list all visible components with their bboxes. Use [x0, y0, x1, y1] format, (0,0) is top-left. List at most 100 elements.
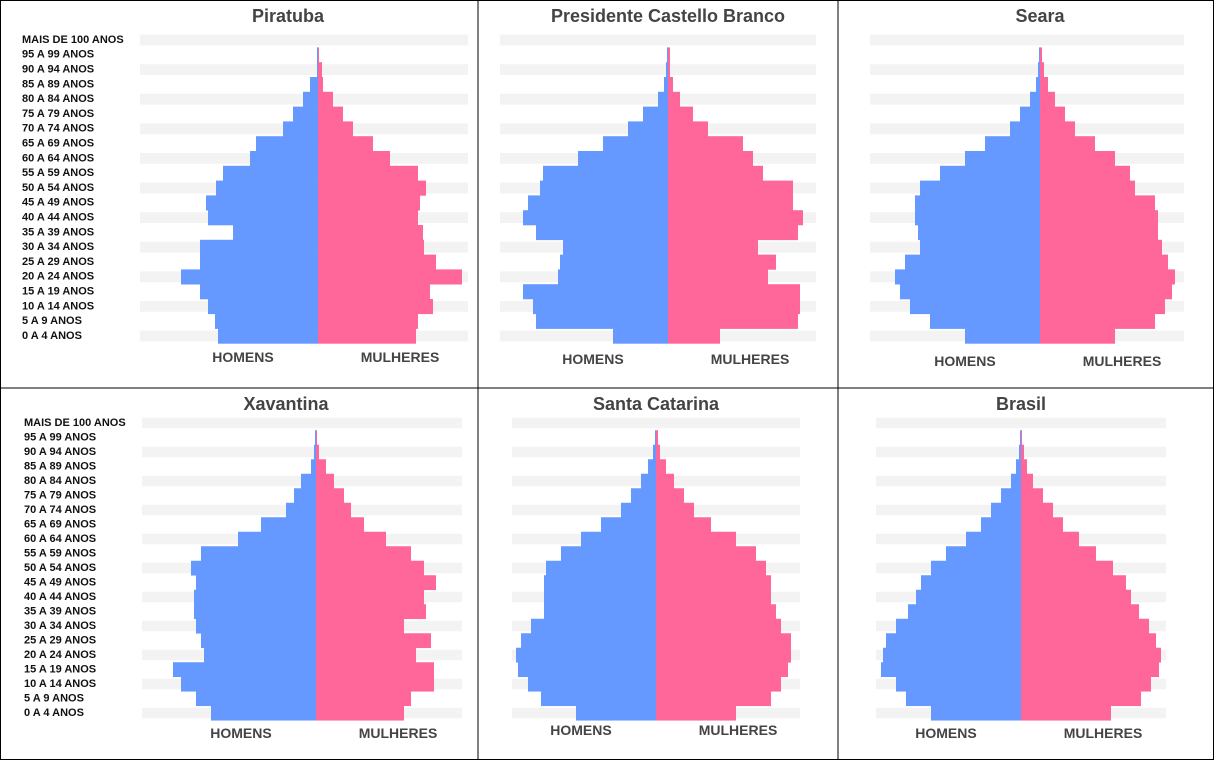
- legend-label: MULHERES: [1083, 353, 1162, 369]
- female-bar: [668, 91, 680, 107]
- male-bar: [543, 165, 668, 181]
- male-bar: [648, 459, 656, 475]
- female-bar: [668, 284, 800, 300]
- female-bar: [318, 62, 322, 78]
- male-bar: [294, 488, 316, 504]
- male-bar: [317, 47, 318, 63]
- female-bar: [668, 225, 798, 241]
- male-bar: [896, 618, 1021, 634]
- female-bar: [668, 269, 768, 285]
- male-bar: [653, 444, 656, 460]
- male-bar: [560, 254, 668, 270]
- male-bar: [1036, 77, 1040, 93]
- age-label: 30 A 34 ANOS: [22, 241, 94, 253]
- female-bar: [318, 151, 390, 167]
- female-bar: [318, 121, 353, 137]
- male-bar: [233, 225, 318, 241]
- male-bar: [218, 328, 318, 344]
- female-bar: [1040, 299, 1165, 315]
- male-bar: [931, 705, 1021, 721]
- male-bar: [966, 531, 1021, 547]
- age-label: 70 A 74 ANOS: [24, 504, 96, 516]
- male-bar: [208, 299, 318, 315]
- age-label: 75 A 79 ANOS: [24, 489, 96, 501]
- male-bar: [194, 589, 316, 605]
- female-bar: [316, 662, 434, 678]
- female-bar: [656, 473, 674, 489]
- male-bar: [908, 604, 1021, 620]
- age-label: 5 A 9 ANOS: [24, 692, 84, 704]
- male-bar: [201, 546, 316, 562]
- female-bar: [1021, 604, 1139, 620]
- male-bar: [200, 284, 318, 300]
- age-label: 55 A 59 ANOS: [22, 167, 94, 179]
- age-label: 90 A 94 ANOS: [24, 446, 96, 458]
- female-bar: [1040, 195, 1155, 211]
- male-bar: [896, 676, 1021, 692]
- male-bar: [881, 662, 1021, 678]
- female-bar: [318, 225, 423, 241]
- male-bar: [317, 62, 318, 78]
- female-bar: [318, 195, 420, 211]
- female-bar: [668, 136, 743, 152]
- female-bar: [668, 328, 720, 344]
- male-bar: [1001, 488, 1021, 504]
- age-label: 65 A 69 ANOS: [22, 138, 94, 150]
- age-label: 25 A 29 ANOS: [22, 256, 94, 268]
- male-bar: [1010, 121, 1040, 137]
- female-bar: [1040, 121, 1075, 137]
- female-bar: [668, 47, 670, 63]
- male-bar: [667, 47, 668, 63]
- male-bar: [918, 225, 1040, 241]
- male-bar: [906, 691, 1021, 707]
- male-bar: [223, 165, 318, 181]
- male-bar: [563, 239, 668, 255]
- age-label: 45 A 49 ANOS: [22, 197, 94, 209]
- age-label: MAIS DE 100 ANOS: [24, 417, 126, 429]
- male-bar: [301, 473, 316, 489]
- row-stripe: [870, 34, 1184, 46]
- male-bar: [628, 121, 668, 137]
- age-label: 10 A 14 ANOS: [22, 300, 94, 312]
- male-bar: [521, 633, 656, 649]
- male-bar: [900, 284, 1040, 300]
- female-bar: [318, 269, 462, 285]
- male-bar: [541, 691, 656, 707]
- male-bar: [528, 676, 656, 692]
- male-bar: [930, 313, 1040, 329]
- age-label: 0 A 4 ANOS: [24, 707, 84, 719]
- male-bar: [895, 269, 1040, 285]
- male-bar: [533, 299, 668, 315]
- female-bar: [668, 151, 753, 167]
- male-bar: [981, 517, 1021, 533]
- female-bar: [1040, 328, 1115, 344]
- female-bar: [318, 328, 416, 344]
- female-bar: [316, 531, 386, 547]
- age-label: 70 A 74 ANOS: [22, 123, 94, 135]
- female-bar: [1021, 662, 1159, 678]
- age-label: 80 A 84 ANOS: [24, 475, 96, 487]
- male-bar: [201, 633, 316, 649]
- age-label: 20 A 24 ANOS: [22, 271, 94, 283]
- female-bar: [1040, 47, 1042, 63]
- female-bar: [316, 517, 364, 533]
- age-label: 40 A 44 ANOS: [24, 591, 96, 603]
- female-bar: [1021, 575, 1126, 591]
- male-bar: [965, 151, 1040, 167]
- age-label: 50 A 54 ANOS: [24, 562, 96, 574]
- male-bar: [621, 502, 656, 518]
- female-bar: [1021, 705, 1111, 721]
- male-bar: [544, 604, 656, 620]
- male-bar: [931, 560, 1021, 576]
- female-bar: [668, 77, 673, 93]
- female-bar: [1021, 691, 1141, 707]
- female-bar: [1040, 180, 1135, 196]
- row-stripe: [142, 446, 462, 458]
- male-bar: [1011, 473, 1021, 489]
- female-bar: [1040, 62, 1044, 78]
- female-bar: [656, 647, 791, 663]
- female-bar: [1021, 459, 1027, 475]
- female-bar: [318, 239, 424, 255]
- age-label: 15 A 19 ANOS: [22, 286, 94, 298]
- legend-label: MULHERES: [711, 351, 790, 367]
